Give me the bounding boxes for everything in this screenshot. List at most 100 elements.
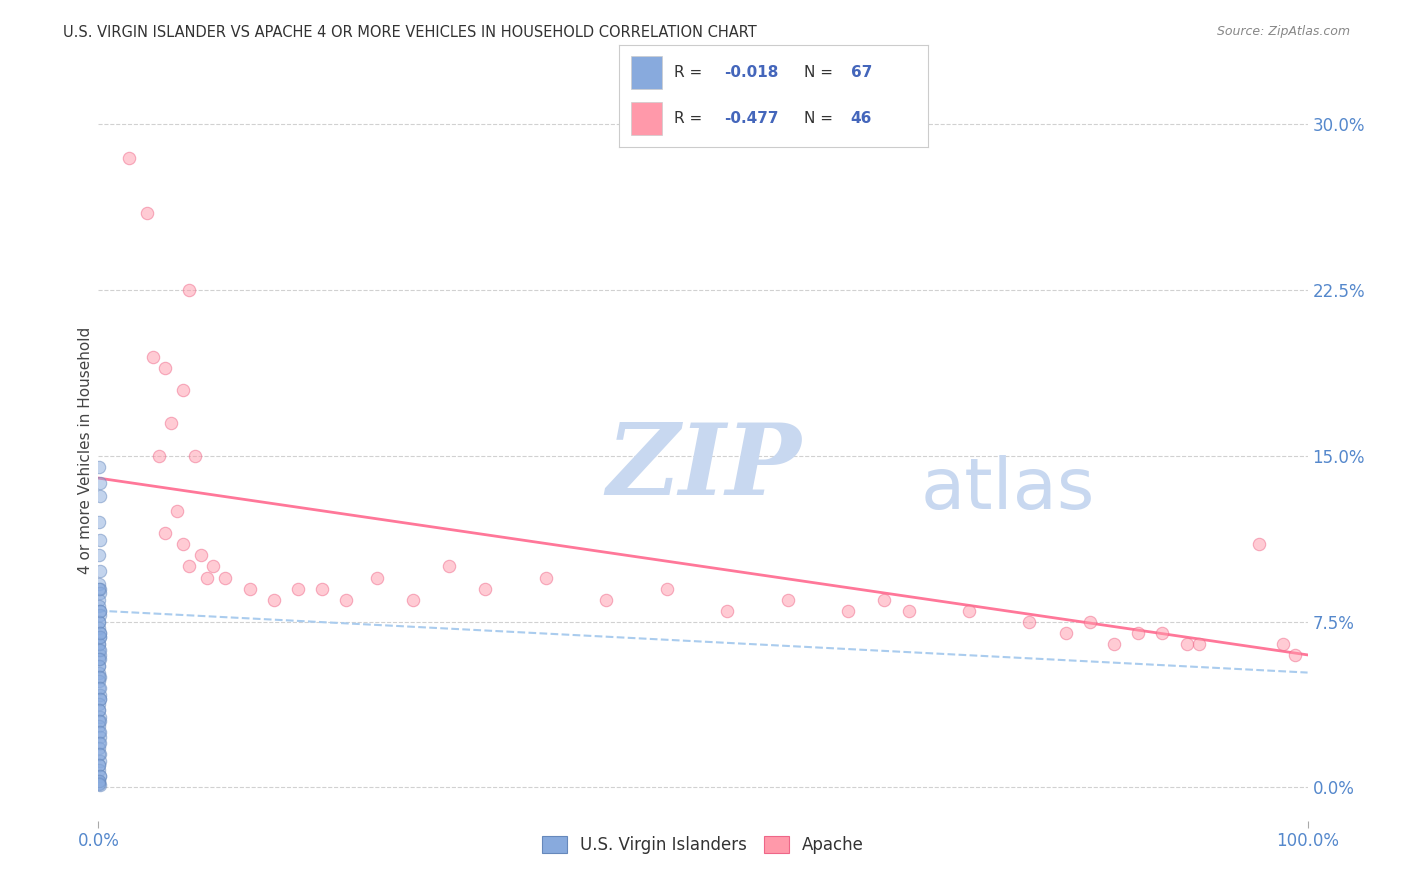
Point xyxy=(311,582,333,596)
Point xyxy=(89,599,111,614)
Point xyxy=(89,725,111,739)
Point xyxy=(89,736,111,750)
Point xyxy=(595,592,617,607)
Point xyxy=(89,604,111,618)
Point xyxy=(89,615,111,629)
Point xyxy=(655,582,678,596)
Point xyxy=(184,449,207,463)
Point xyxy=(89,692,111,706)
Point xyxy=(897,604,920,618)
Point xyxy=(179,559,201,574)
Point xyxy=(776,592,799,607)
Point xyxy=(957,604,980,618)
Point xyxy=(89,703,111,717)
Point xyxy=(202,559,225,574)
Point xyxy=(179,283,201,297)
Y-axis label: 4 or more Vehicles in Household: 4 or more Vehicles in Household xyxy=(77,326,93,574)
Point xyxy=(89,778,111,792)
Point xyxy=(87,674,110,689)
Point xyxy=(89,773,111,788)
Point xyxy=(87,582,110,596)
Point xyxy=(89,637,111,651)
Point xyxy=(89,725,111,739)
Point xyxy=(1272,637,1295,651)
Point xyxy=(89,625,111,640)
Point xyxy=(89,681,111,695)
Point xyxy=(89,692,111,706)
Point xyxy=(474,582,496,596)
Point xyxy=(89,549,111,563)
Point xyxy=(87,718,110,732)
Text: N =: N = xyxy=(804,111,834,126)
Text: U.S. VIRGIN ISLANDER VS APACHE 4 OR MORE VEHICLES IN HOUSEHOLD CORRELATION CHART: U.S. VIRGIN ISLANDER VS APACHE 4 OR MORE… xyxy=(63,25,756,40)
Point xyxy=(153,526,176,541)
Text: -0.477: -0.477 xyxy=(724,111,779,126)
Bar xyxy=(631,102,662,135)
Text: 67: 67 xyxy=(851,65,872,79)
Point xyxy=(89,670,111,684)
Point xyxy=(402,592,425,607)
Point xyxy=(172,537,194,551)
Point xyxy=(135,206,157,220)
Point xyxy=(89,736,111,750)
Point xyxy=(263,592,285,607)
Point xyxy=(89,659,111,673)
Point xyxy=(89,758,111,772)
Point xyxy=(716,604,738,618)
Point xyxy=(89,577,111,591)
Point xyxy=(89,763,111,777)
Point xyxy=(1128,625,1150,640)
Point xyxy=(87,659,110,673)
Point xyxy=(89,754,111,768)
Point xyxy=(837,604,859,618)
Point xyxy=(89,740,111,755)
Point xyxy=(89,697,111,711)
Text: N =: N = xyxy=(804,65,834,79)
Text: atlas: atlas xyxy=(921,455,1095,524)
Point xyxy=(89,625,111,640)
Point xyxy=(1018,615,1040,629)
Point xyxy=(195,570,218,584)
Point xyxy=(1284,648,1306,662)
Text: -0.018: -0.018 xyxy=(724,65,778,79)
Point xyxy=(437,559,460,574)
Point xyxy=(89,730,111,744)
Point xyxy=(1102,637,1125,651)
Point xyxy=(118,151,141,165)
Point xyxy=(873,592,896,607)
Bar xyxy=(631,56,662,88)
Point xyxy=(89,688,111,702)
Point xyxy=(89,582,111,596)
Point xyxy=(89,769,111,783)
Point xyxy=(366,570,388,584)
Point xyxy=(166,504,188,518)
Point xyxy=(1078,615,1101,629)
Point xyxy=(1054,625,1077,640)
Point xyxy=(148,449,170,463)
Text: ZIP: ZIP xyxy=(606,418,801,516)
Point xyxy=(89,665,111,680)
Point xyxy=(89,773,111,788)
Point xyxy=(89,630,111,644)
Point xyxy=(214,570,236,584)
Point xyxy=(89,652,111,666)
Text: R =: R = xyxy=(675,65,703,79)
Point xyxy=(89,769,111,783)
Point xyxy=(87,747,110,762)
Point xyxy=(534,570,557,584)
Point xyxy=(160,416,183,430)
Point xyxy=(89,714,111,729)
Point xyxy=(89,621,111,635)
Point xyxy=(239,582,262,596)
Point xyxy=(89,714,111,729)
Point xyxy=(1188,637,1211,651)
Point xyxy=(89,586,111,600)
Point xyxy=(153,360,176,375)
Point xyxy=(89,710,111,724)
Point xyxy=(87,460,110,475)
Point xyxy=(335,592,357,607)
Point xyxy=(1152,625,1174,640)
Point xyxy=(89,533,111,547)
Point xyxy=(172,383,194,397)
Text: R =: R = xyxy=(675,111,703,126)
